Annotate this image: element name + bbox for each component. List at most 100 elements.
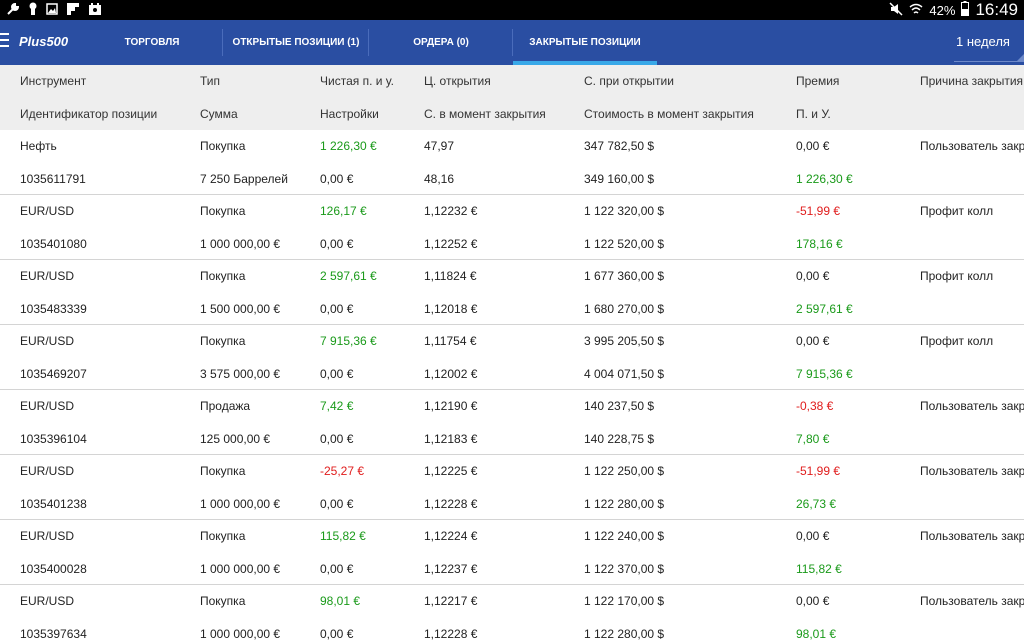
close-price-cell: 1,12237 €	[424, 561, 478, 576]
close-value-cell: 4 004 071,50 $	[584, 366, 665, 381]
settings-cell: 0,00 €	[320, 431, 354, 446]
premium-cell: 0,00 €	[796, 334, 830, 348]
position-id-cell: 1035396104	[20, 431, 87, 446]
open-price-cell: 1,12217 €	[424, 594, 478, 608]
position-entry[interactable]: EUR/USD Продажа 7,42 € 1,12190 € 140 237,50 …	[0, 390, 1024, 455]
position-row-main: EUR/USD Покупка 2 597,61 € 1,11824 € 1 677 3…	[0, 260, 1024, 293]
tab-label: ОТКРЫТЫЕ ПОЗИЦИИ (1)	[232, 37, 360, 48]
column-header-premium: Премия	[796, 74, 840, 88]
period-dropdown[interactable]: 1 неделя	[946, 20, 1024, 65]
table-body: Нефть Покупка 1 226,30 € 47,97 347 782,50 $ 0…	[0, 130, 1024, 640]
position-id-cell: 1035483339	[20, 301, 87, 316]
battery-icon	[961, 1, 970, 19]
position-entry[interactable]: Нефть Покупка 1 226,30 € 47,97 347 782,50 $ 0…	[0, 130, 1024, 195]
instrument-cell: EUR/USD	[20, 204, 75, 218]
settings-cell: 0,00 €	[320, 236, 354, 251]
tab-label: ЗАКРЫТЫЕ ПОЗИЦИИ	[529, 37, 641, 48]
settings-cell: 0,00 €	[320, 496, 354, 511]
open-price-cell: 1,12190 €	[424, 399, 478, 413]
type-cell: Покупка	[200, 464, 246, 478]
pl-cell: 7 915,36 €	[796, 366, 853, 381]
column-header-open-value: С. при открытии	[584, 74, 674, 88]
close-price-cell: 1,12183 €	[424, 431, 478, 446]
amount-cell: 1 000 000,00 €	[200, 626, 281, 640]
close-value-cell: 1 122 520,00 $	[584, 236, 665, 251]
menu-icon[interactable]	[0, 33, 12, 49]
position-row-detail: 1035469207 3 575 000,00 € 0,00 € 1,12002 € 4…	[0, 358, 1024, 390]
position-row-main: Нефть Покупка 1 226,30 € 47,97 347 782,50 $ 0…	[0, 130, 1024, 163]
column-header-settings: Настройки	[320, 106, 379, 121]
tab-orders[interactable]: ОРДЕРА (0)	[370, 20, 512, 65]
close-value-cell: 1 122 370,00 $	[584, 561, 665, 576]
column-header-pl: П. и У.	[796, 106, 831, 121]
column-header-close-reason: Причина закрытия	[920, 74, 1024, 88]
dropdown-underline	[954, 61, 1024, 62]
position-entry[interactable]: EUR/USD Покупка 2 597,61 € 1,11824 € 1 677 3…	[0, 260, 1024, 325]
tab-divider	[222, 29, 223, 56]
position-id-cell: 1035397634	[20, 626, 87, 640]
position-entry[interactable]: EUR/USD Покупка -25,27 € 1,12225 € 1 122 250…	[0, 455, 1024, 520]
column-header-amount: Сумма	[200, 106, 238, 121]
instrument-cell: EUR/USD	[20, 334, 75, 348]
open-value-cell: 1 122 170,00 $	[584, 594, 665, 608]
column-header-instrument: Инструмент	[20, 74, 87, 88]
close-value-cell: 1 122 280,00 $	[584, 626, 665, 640]
battery-percent: 42%	[929, 2, 956, 18]
position-entry[interactable]: EUR/USD Покупка 115,82 € 1,12224 € 1 122 240…	[0, 520, 1024, 585]
column-header-position-id: Идентификатор позиции	[20, 106, 158, 121]
premium-cell: -0,38 €	[796, 399, 834, 413]
open-value-cell: 1 122 250,00 $	[584, 464, 665, 478]
settings-cell: 0,00 €	[320, 301, 354, 316]
position-id-cell: 1035611791	[20, 171, 86, 186]
position-entry[interactable]: EUR/USD Покупка 7 915,36 € 1,11754 € 3 995 2…	[0, 325, 1024, 390]
pl-cell: 26,73 €	[796, 496, 837, 511]
position-row-main: EUR/USD Покупка 126,17 € 1,12232 € 1 122 320…	[0, 195, 1024, 228]
position-entry[interactable]: EUR/USD Покупка 98,01 € 1,12217 € 1 122 170,…	[0, 585, 1024, 640]
status-icons-left	[6, 2, 102, 21]
mute-icon	[889, 1, 903, 19]
premium-cell: 0,00 €	[796, 269, 830, 283]
instrument-cell: EUR/USD	[20, 464, 75, 478]
position-row-detail: 1035483339 1 500 000,00 € 0,00 € 1,12018 € 1…	[0, 293, 1024, 325]
tab-divider	[368, 29, 369, 56]
position-row-detail: 1035397634 1 000 000,00 € 0,00 € 1,12228 € 1…	[0, 618, 1024, 640]
tab-closed-positions[interactable]: ЗАКРЫТЫЕ ПОЗИЦИИ	[513, 20, 657, 65]
amount-cell: 7 250 Баррелей	[200, 171, 288, 186]
settings-cell: 0,00 €	[320, 366, 354, 381]
position-entry[interactable]: EUR/USD Покупка 126,17 € 1,12232 € 1 122 320…	[0, 195, 1024, 260]
closed-positions-table: Инструмент Тип Чистая п. и у. Ц. открыти…	[0, 65, 1024, 640]
close-reason-cell: Пользователь закр	[920, 139, 1024, 153]
close-price-cell: 48,16	[424, 171, 455, 186]
position-id-cell: 1035401080	[20, 236, 87, 251]
net-pl-cell: 115,82 €	[320, 529, 366, 543]
type-cell: Покупка	[200, 269, 246, 283]
pl-cell: 1 226,30 €	[796, 171, 853, 186]
tab-label: ОРДЕРА (0)	[413, 37, 469, 48]
pl-cell: 115,82 €	[796, 561, 842, 576]
tab-label: ТОРГОВЛЯ	[124, 37, 180, 48]
amount-cell: 1 000 000,00 €	[200, 561, 281, 576]
column-header-open-price: Ц. открытия	[424, 74, 491, 88]
position-row-detail: 1035400028 1 000 000,00 € 0,00 € 1,12237 € 1…	[0, 553, 1024, 585]
net-pl-cell: 1 226,30 €	[320, 139, 377, 153]
open-price-cell: 47,97	[424, 139, 455, 153]
premium-cell: 0,00 €	[796, 594, 830, 608]
keyhole-icon	[28, 2, 38, 21]
column-header-type: Тип	[200, 74, 221, 88]
position-row-main: EUR/USD Покупка 115,82 € 1,12224 € 1 122 240…	[0, 520, 1024, 553]
net-pl-cell: 7 915,36 €	[320, 334, 377, 348]
tab-trading[interactable]: ТОРГОВЛЯ	[100, 20, 204, 65]
amount-cell: 1 500 000,00 €	[200, 301, 281, 316]
image-icon	[46, 2, 58, 21]
pl-cell: 178,16 €	[796, 236, 843, 251]
net-pl-cell: -25,27 €	[320, 464, 365, 478]
wrench-icon	[6, 2, 20, 21]
tab-open-positions[interactable]: ОТКРЫТЫЕ ПОЗИЦИИ (1)	[224, 20, 368, 65]
pl-cell: 7,80 €	[796, 431, 830, 446]
open-price-cell: 1,12224 €	[424, 529, 478, 543]
close-price-cell: 1,12002 €	[424, 366, 478, 381]
premium-cell: -51,99 €	[796, 204, 841, 218]
premium-cell: 0,00 €	[796, 529, 830, 543]
position-id-cell: 1035401238	[20, 496, 87, 511]
close-reason-cell: Пользователь закр	[920, 529, 1024, 543]
